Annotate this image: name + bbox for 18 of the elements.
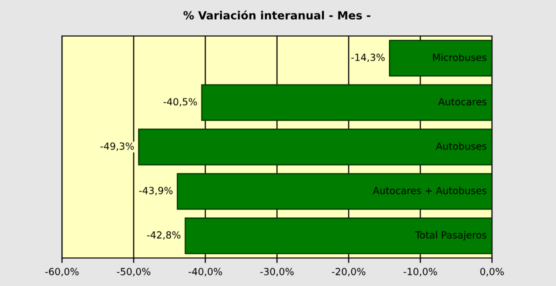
x-tick-label: -10,0% [404,268,437,276]
x-tick-label: 0,0% [480,268,504,276]
data-label: -49,3% [100,142,134,151]
y-tick-label: Total Pasajeros [415,231,486,241]
x-tick-label: -40,0% [188,268,222,276]
x-tick-label: -60,0% [45,268,79,276]
data-label: -40,5% [164,98,197,106]
x-tick-label: -50,0% [116,268,150,276]
y-tick-label: Microbuses [433,53,486,62]
y-tick-label: Autocares [438,98,486,106]
x-tick-label: -30,0% [260,268,294,276]
data-label: -14,3% [351,54,385,62]
x-tick-label: -20,0% [332,268,366,276]
y-tick-label: Autobuses [436,142,486,150]
data-label: -43,9% [139,186,173,196]
data-label: -42,8% [147,231,180,240]
chart-title: % Variación interanual - Mes - [183,10,370,20]
y-tick-label: Autocares + Autobuses [372,186,486,194]
